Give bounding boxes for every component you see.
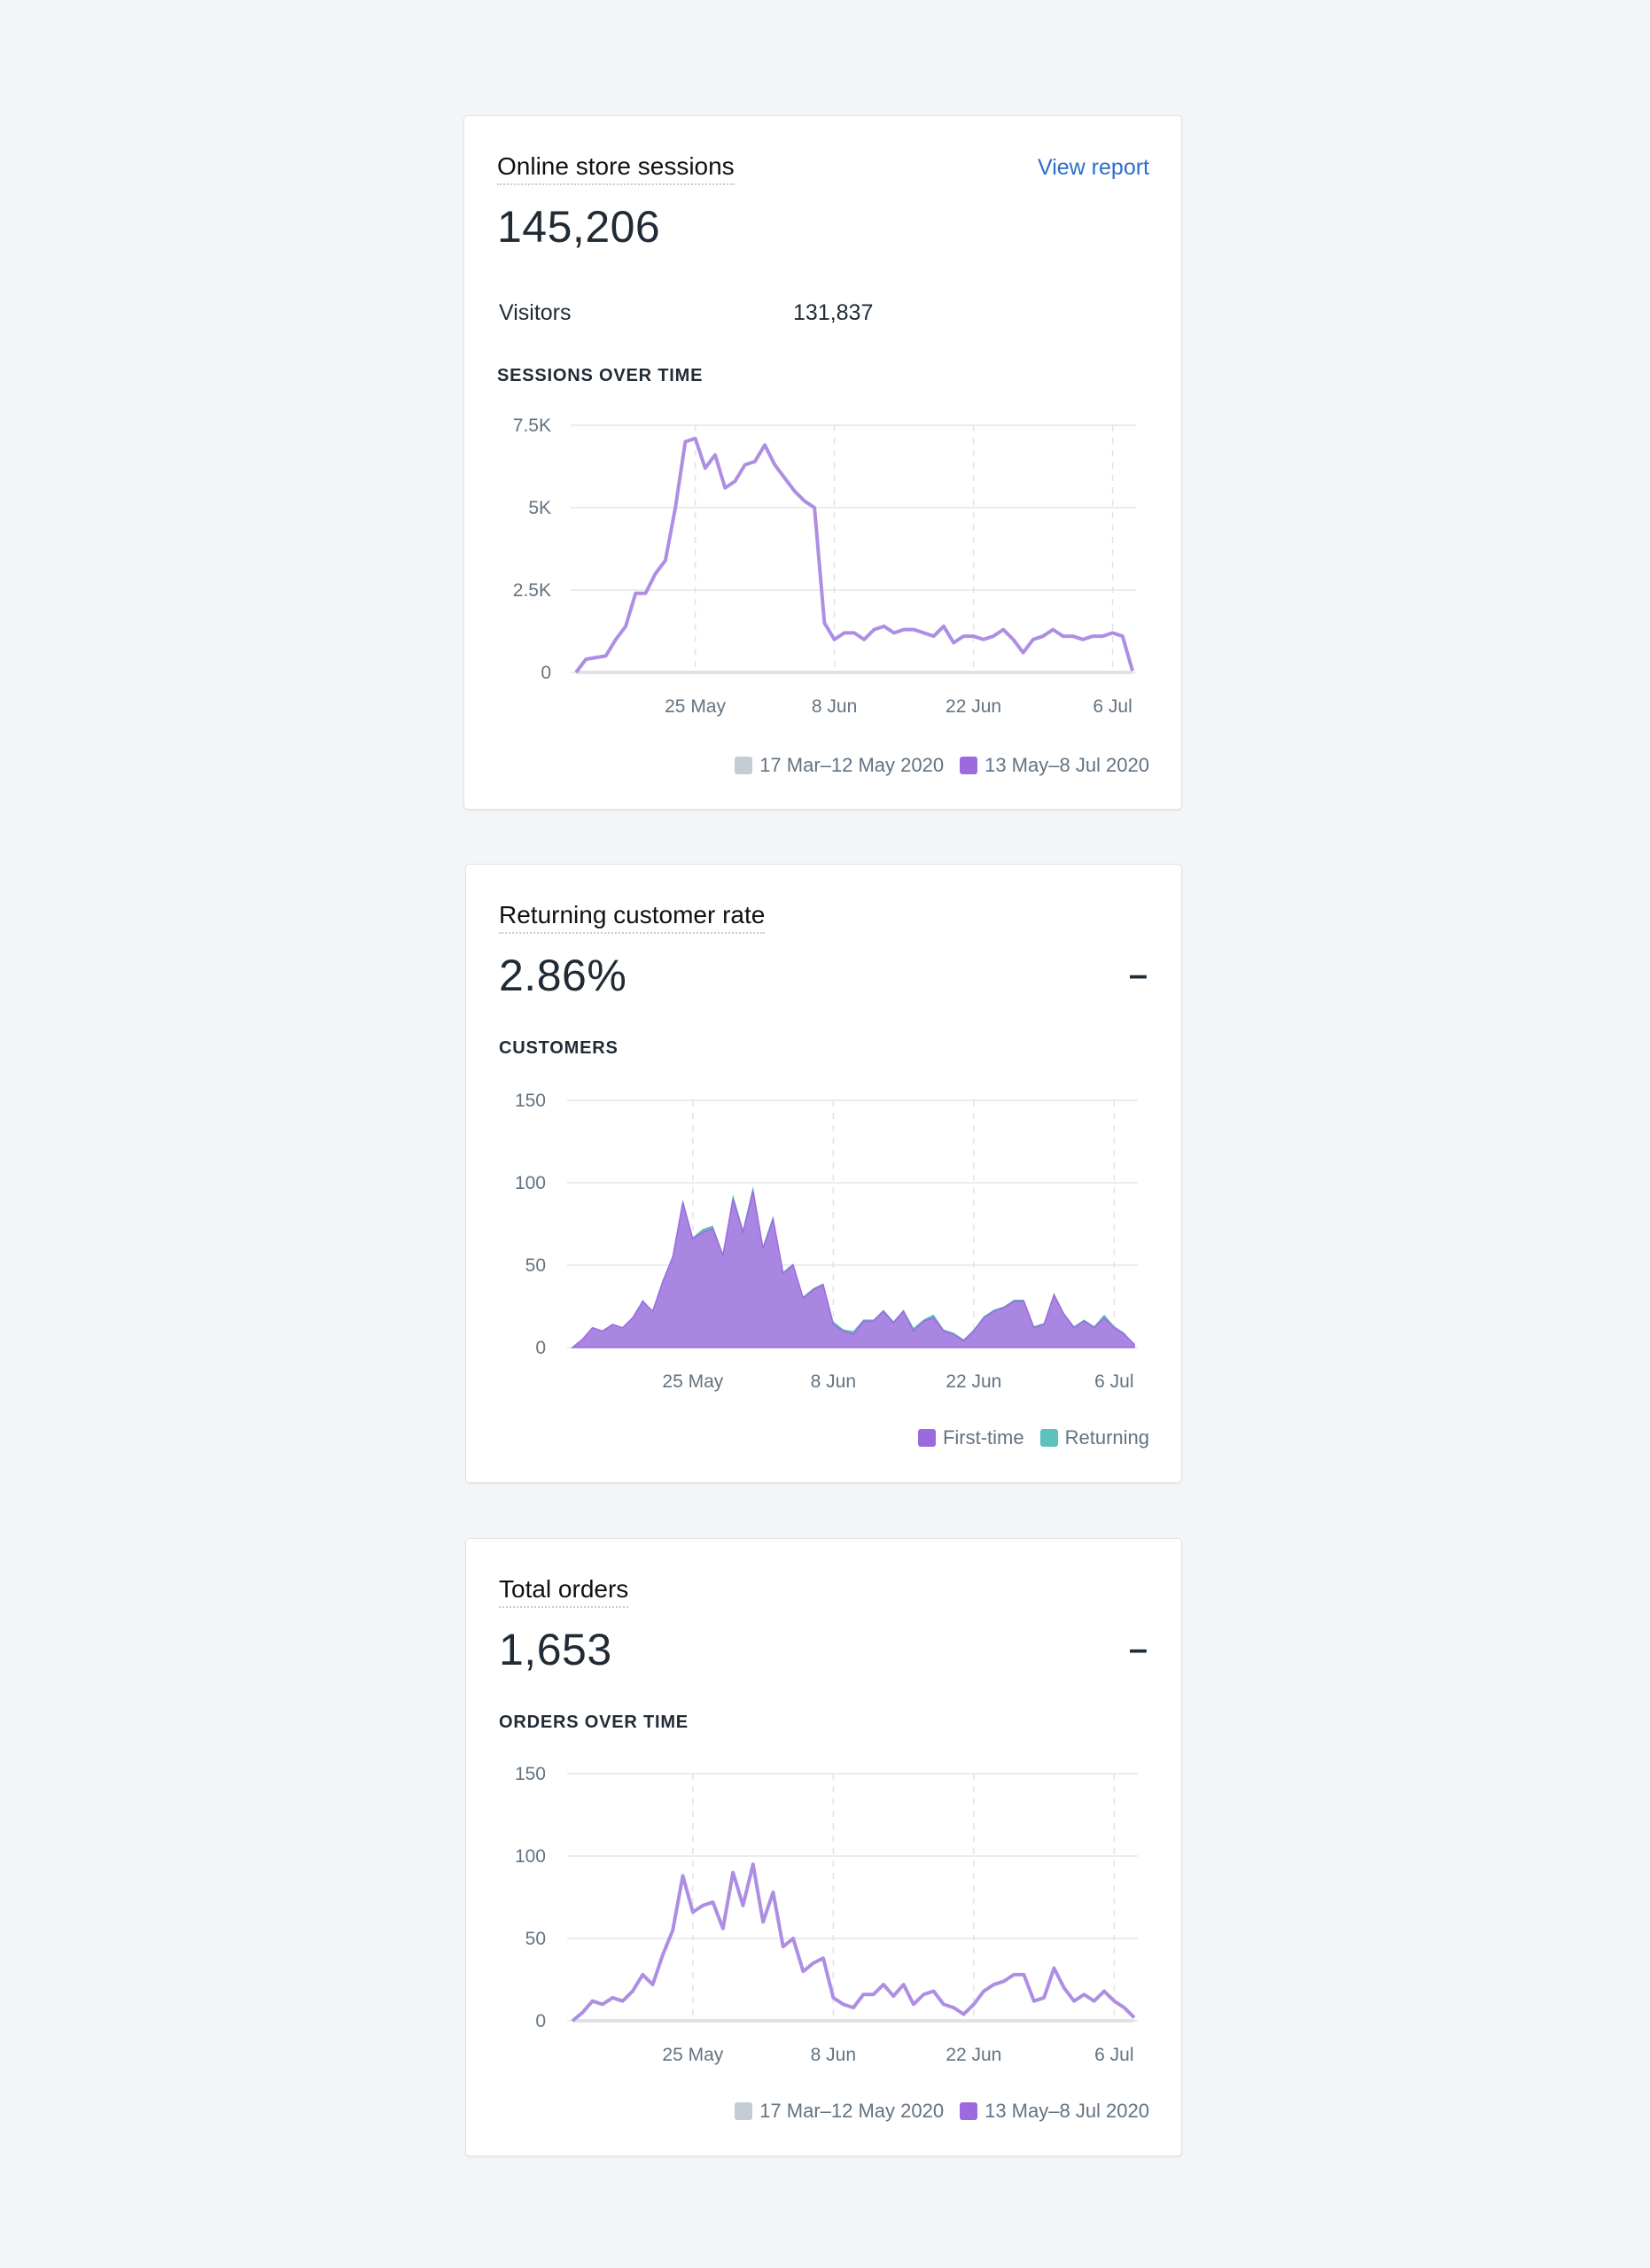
- returning-swatch: [1039, 1429, 1058, 1447]
- customers-chart: 0 50 100 150 25 May 8 Jun 22 Jun 6 Jul: [515, 1091, 1138, 1392]
- x-tick-label: 6 Jul: [1094, 1371, 1133, 1392]
- total-orders-card: Total orders 1,653 – ORDERS OVER TIME 0 5…: [465, 1538, 1182, 2156]
- current-period-line: [571, 1862, 1136, 2023]
- orders-total: 1,653: [499, 1625, 612, 1674]
- x-tick-label: 25 May: [665, 696, 726, 717]
- y-tick-label: 0: [541, 663, 551, 683]
- x-tick-label: 8 Jun: [811, 2045, 856, 2065]
- visitors-value: 131,837: [793, 300, 874, 325]
- orders-chart: 0 50 100 150 25 May 8 Jun 22 Jun 6 Jul: [515, 1764, 1138, 2065]
- y-tick-label: 5K: [528, 498, 551, 518]
- x-tick-label: 8 Jun: [811, 1371, 856, 1392]
- sessions-total: 145,206: [497, 202, 661, 252]
- legend-item-previous[interactable]: 17 Mar–12 May 2020: [735, 2100, 944, 2123]
- current-swatch: [960, 2102, 978, 2120]
- x-tick-label: 22 Jun: [946, 2045, 1001, 2065]
- y-tick-label: 2.5K: [513, 580, 551, 601]
- legend-label-current: 13 May–8 Jul 2020: [985, 2100, 1149, 2122]
- returning-customer-card: Returning customer rate 2.86% – CUSTOMER…: [465, 864, 1182, 1483]
- previous-swatch: [735, 2102, 753, 2120]
- view-report-link[interactable]: View report: [1038, 155, 1149, 180]
- y-tick-label: 50: [525, 1255, 546, 1276]
- y-tick-label: 0: [535, 2011, 546, 2031]
- legend-item-current[interactable]: 13 May–8 Jul 2020: [960, 754, 1149, 777]
- sessions-card: Online store sessions View report 145,20…: [463, 115, 1182, 810]
- current-swatch: [960, 757, 978, 774]
- previous-swatch: [735, 757, 753, 774]
- y-tick-label: 7.5K: [513, 416, 551, 436]
- x-tick-label: 25 May: [662, 2045, 723, 2065]
- legend-label-first-time: First-time: [942, 1426, 1024, 1449]
- x-tick-label: 8 Jun: [812, 696, 857, 717]
- legend-label-current: 13 May–8 Jul 2020: [985, 754, 1149, 776]
- sessions-chart: 0 2.5K 5K 7.5K 25 May 8 Jun 22 Jun 6 Jul: [513, 416, 1136, 717]
- legend-label-previous: 17 Mar–12 May 2020: [759, 754, 945, 776]
- legend-item-returning[interactable]: Returning: [1039, 1426, 1149, 1449]
- customers-chart-heading: CUSTOMERS: [499, 1038, 619, 1058]
- y-tick-label: 0: [535, 1338, 546, 1358]
- returning-rate: 2.86%: [499, 951, 627, 1000]
- visitors-label: Visitors: [499, 300, 572, 325]
- orders-title[interactable]: Total orders: [499, 1574, 629, 1608]
- orders-chart-heading: ORDERS OVER TIME: [499, 1713, 689, 1732]
- current-period-line: [574, 436, 1134, 674]
- sessions-chart-heading: SESSIONS OVER TIME: [497, 366, 704, 385]
- legend-item-current[interactable]: 13 May–8 Jul 2020: [960, 2100, 1149, 2123]
- x-tick-label: 22 Jun: [946, 1371, 1001, 1392]
- x-tick-label: 6 Jul: [1094, 2045, 1133, 2065]
- legend-item-previous[interactable]: 17 Mar–12 May 2020: [735, 754, 944, 777]
- first-time-area: [570, 1191, 1135, 1348]
- orders-legend: 17 Mar–12 May 2020 13 May–8 Jul 2020: [735, 2100, 1149, 2123]
- y-tick-label: 150: [515, 1764, 546, 1784]
- y-tick-label: 150: [515, 1091, 546, 1111]
- x-tick-label: 6 Jul: [1093, 696, 1132, 717]
- customers-legend: First-time Returning: [917, 1426, 1149, 1449]
- orders-change: –: [1128, 1631, 1148, 1668]
- y-tick-label: 50: [525, 1929, 546, 1949]
- legend-label-previous: 17 Mar–12 May 2020: [759, 2100, 945, 2122]
- first-time-swatch: [917, 1429, 936, 1447]
- sessions-legend: 17 Mar–12 May 2020 13 May–8 Jul 2020: [735, 754, 1149, 777]
- returning-change: –: [1128, 957, 1148, 994]
- y-tick-label: 100: [515, 1846, 546, 1867]
- x-tick-label: 22 Jun: [946, 696, 1001, 717]
- legend-label-returning: Returning: [1064, 1426, 1149, 1449]
- x-tick-label: 25 May: [662, 1371, 723, 1392]
- returning-title[interactable]: Returning customer rate: [499, 900, 766, 934]
- sessions-title[interactable]: Online store sessions: [497, 151, 735, 185]
- y-tick-label: 100: [515, 1173, 546, 1193]
- legend-item-first-time[interactable]: First-time: [917, 1426, 1024, 1449]
